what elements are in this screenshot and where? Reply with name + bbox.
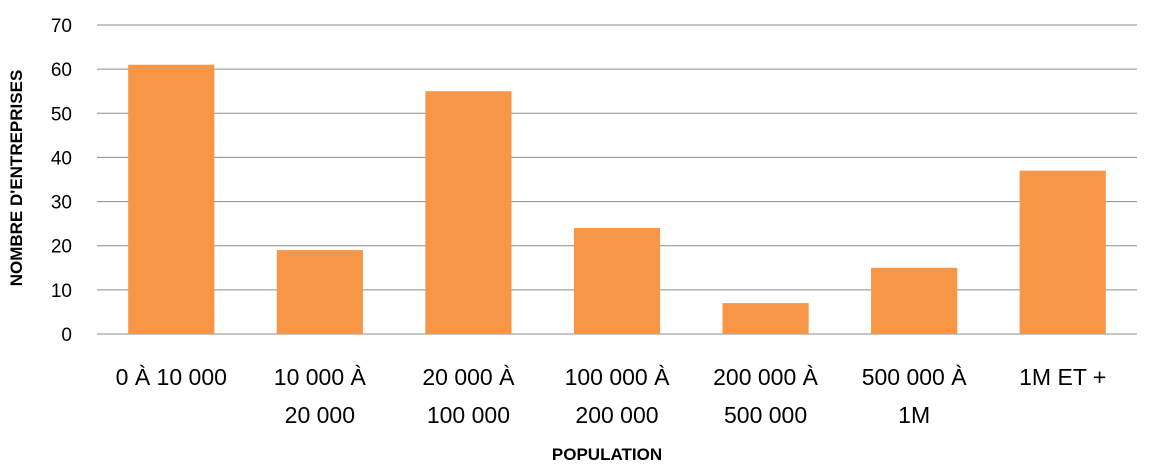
x-category-labels: 0 À 10 000 10 000 À 20 000 20 000 À 100 000 1… xyxy=(116,364,1107,428)
bar xyxy=(573,228,661,334)
x-category-label: 100 000 À 200 000 xyxy=(565,364,671,428)
bar xyxy=(425,91,512,334)
y-tick-labels: 0 10 20 30 40 50 60 70 xyxy=(51,16,72,346)
y-axis-title: NOMBRE D'ENTREPRISES xyxy=(7,70,26,287)
y-tick-label: 10 xyxy=(51,281,72,302)
bars xyxy=(128,64,1106,334)
bar xyxy=(128,64,215,334)
x-category-label: 20 000 À 100 000 xyxy=(422,364,515,428)
y-tick-label: 50 xyxy=(51,104,72,125)
x-category-label: 1M ET + xyxy=(1019,364,1106,390)
x-axis-title: POPULATION xyxy=(552,445,662,464)
y-tick-label: 60 xyxy=(51,60,72,81)
bar xyxy=(1019,170,1106,334)
y-tick-label: 70 xyxy=(51,16,72,37)
y-tick-label: 20 xyxy=(51,237,72,258)
x-category-label: 10 000 À 20 000 xyxy=(274,364,367,428)
x-category-label: 0 À 10 000 xyxy=(116,364,227,390)
x-category-label: 200 000 À 500 000 xyxy=(713,364,819,428)
x-category-label: 500 000 À 1M xyxy=(862,364,968,428)
y-tick-label: 30 xyxy=(51,193,72,214)
bar xyxy=(276,250,363,334)
y-tick-label: 40 xyxy=(51,148,72,169)
y-tick-label: 0 xyxy=(61,325,72,346)
bar xyxy=(871,267,958,334)
bar xyxy=(722,303,809,334)
